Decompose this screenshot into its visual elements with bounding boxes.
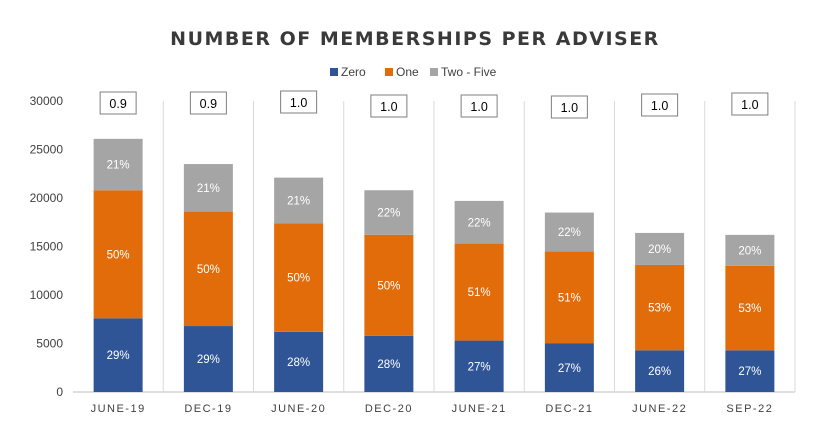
x-category-label: JUNE-20 [271,403,326,415]
legend-label: Zero [341,65,366,79]
bars: 29% 50% 21% 0.9 29% 50% 21% 0.9 28% 50% 21% 1.0 28% 5… [93,90,775,392]
data-label: 21% [287,195,310,207]
ratio-label: 1.0 [561,101,578,115]
x-axis: JUNE-19 DEC-19 JUNE-20 DEC-20 JUNE-21 DEC-21 J… [91,403,773,415]
bar-segment-zero [364,335,414,392]
bar-segment-two-five [274,177,324,224]
data-label: 20% [648,244,671,256]
bar-segment-zero [725,350,775,392]
ratio-box [99,91,137,115]
legend-swatch-one [385,68,393,76]
ratio-label: 1.0 [470,100,487,114]
bar-segment-one [544,251,594,344]
data-label: 50% [197,264,220,276]
data-label: 53% [648,303,671,315]
grid-lines [73,101,796,393]
data-label: 27% [738,366,761,378]
x-category-label: DEC-20 [365,403,413,415]
y-tick-label: 20000 [30,191,64,205]
bar-segment-two-five [725,234,775,266]
data-label: 22% [468,217,491,229]
bar-segment-two-five [364,190,414,235]
y-tick-label: 5000 [36,337,63,351]
data-label: 27% [558,363,581,375]
data-label: 50% [107,249,130,261]
ratio-box [731,92,769,116]
data-label: 50% [377,280,400,292]
legend: Zero One Two - Five [330,65,497,79]
legend-swatch-two-five [430,68,438,76]
ratio-box [189,91,227,115]
ratio-box [641,93,679,117]
bar-segment-zero [274,331,324,392]
x-category-label: DEC-21 [545,403,593,415]
legend-swatch-zero [330,68,338,76]
legend-label: One [396,65,419,79]
x-category-label: SEP-22 [726,403,773,415]
bar-segment-one [274,223,324,332]
data-label: 22% [377,208,400,220]
data-label: 28% [287,357,310,369]
bar-segment-two-five [544,212,594,252]
ratio-box [550,95,588,119]
bar-segment-zero [454,340,504,392]
ratio-label: 0.9 [200,97,217,111]
ratio-box [460,94,498,118]
bar-segment-one [725,265,775,351]
data-label: 28% [377,359,400,371]
bar-segment-two-five [635,232,685,265]
bar-segment-one [364,234,414,336]
bar-segment-zero [544,343,594,392]
bar-segment-one [454,243,504,341]
data-label: 26% [648,366,671,378]
bar-segment-two-five [454,200,504,244]
y-tick-label: 30000 [30,94,64,108]
data-label: 51% [558,292,581,304]
ratio-label: 1.0 [290,96,307,110]
data-label: 29% [197,354,220,366]
y-tick-label: 25000 [30,143,64,157]
bar-segment-one [93,190,143,319]
data-label: 27% [468,361,491,373]
ratio-label: 1.0 [741,98,758,112]
bar-segment-one [635,264,685,351]
y-axis: 0 5000 10000 15000 20000 25000 30000 [30,94,64,399]
y-tick-label: 15000 [30,240,64,254]
bar-segment-zero [183,326,233,392]
bar-segment-two-five [93,138,143,191]
data-label: 51% [468,287,491,299]
ratio-label: 1.0 [651,99,668,113]
bar-segment-one [183,211,233,327]
bar-segment-zero [635,350,685,392]
data-label: 29% [107,350,130,362]
data-label: 22% [558,227,581,239]
x-category-label: JUNE-21 [452,403,507,415]
ratio-box [370,94,408,118]
data-label: 21% [107,160,130,172]
data-label: 53% [738,303,761,315]
legend-label: Two - Five [441,65,497,79]
ratio-label: 1.0 [380,100,397,114]
y-tick-label: 10000 [30,288,64,302]
x-category-label: DEC-19 [184,403,232,415]
chart-title: NUMBER OF MEMBERSHIPS PER ADVISER [170,28,660,50]
ratio-label: 0.9 [109,97,126,111]
y-tick-label: 0 [56,385,63,399]
data-label: 50% [287,273,310,285]
bar-segment-zero [93,318,143,392]
ratio-box [280,90,318,114]
bar-segment-two-five [183,164,233,212]
data-label: 21% [197,183,220,195]
x-category-label: JUNE-22 [632,403,687,415]
data-label: 20% [738,245,761,257]
x-category-label: JUNE-19 [91,403,146,415]
